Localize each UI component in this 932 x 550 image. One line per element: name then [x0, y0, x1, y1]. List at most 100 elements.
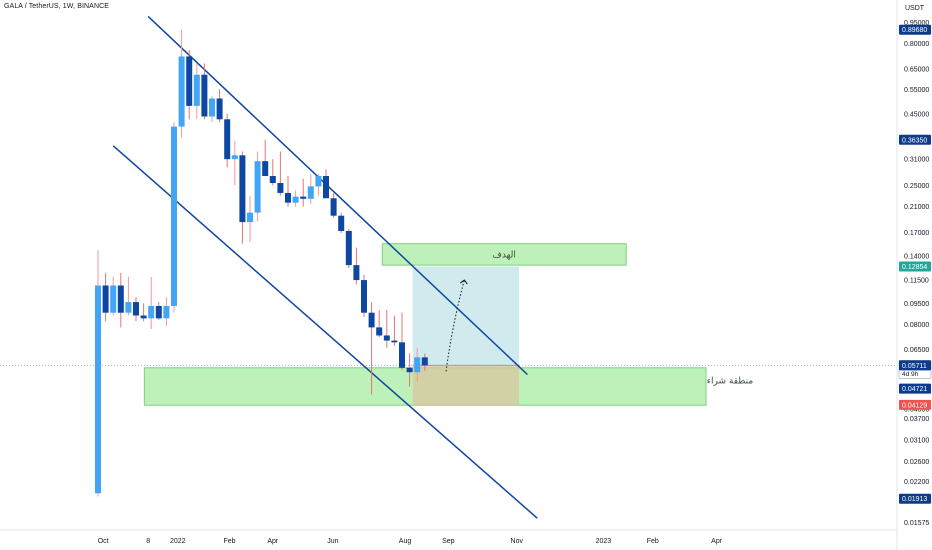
candle-body — [239, 155, 246, 223]
candle-body — [399, 342, 405, 368]
candles-layer — [95, 29, 428, 497]
price-tick-label: 0.02200 — [904, 479, 929, 486]
price-tick-label: 0.95000 — [904, 20, 929, 27]
candle — [399, 312, 405, 370]
buy-zone-label: منطقة شراء — [707, 376, 754, 386]
candle — [262, 139, 269, 177]
candle — [171, 122, 177, 313]
candle-body — [277, 182, 284, 193]
candle-body — [148, 305, 155, 319]
channel-upper — [147, 15, 528, 376]
candle — [269, 159, 276, 186]
candle-body — [292, 196, 299, 203]
candle-body — [231, 155, 238, 160]
price-badge: 0.04129 — [899, 399, 931, 410]
candle — [102, 272, 109, 322]
price-badge-text: 0.04721 — [902, 386, 927, 393]
price-badge-text: 0.05711 — [902, 363, 927, 370]
time-tick-label: Jun — [327, 538, 338, 545]
candle-body — [330, 198, 337, 216]
price-badge-bg — [899, 360, 931, 371]
candle — [383, 309, 390, 348]
price-badge-bg — [899, 261, 931, 272]
candle-body — [171, 126, 177, 306]
price-badge: 0.36350 — [899, 134, 931, 145]
candle — [315, 173, 322, 196]
candle — [353, 247, 360, 285]
candle-body — [315, 176, 322, 187]
candle — [186, 49, 193, 120]
candle — [178, 29, 185, 138]
candle — [307, 173, 314, 204]
price-tick-label: 0.25000 — [904, 183, 929, 190]
candle — [247, 195, 253, 243]
candle — [231, 140, 238, 186]
candle — [140, 303, 147, 322]
candle-body — [163, 305, 170, 319]
time-tick-label: Nov — [511, 538, 524, 545]
candle — [155, 302, 162, 320]
candle — [300, 178, 307, 207]
time-tick-label: Feb — [647, 538, 659, 545]
candle — [292, 190, 299, 207]
symbol-name[interactable]: GALA / TetherUS — [4, 3, 59, 10]
price-tick-label: 0.08000 — [904, 322, 929, 329]
time-axis[interactable]: Oct 8 2022 Feb Apr Jun Aug Sep Nov 2023 Feb Apr — [98, 538, 723, 545]
time-tick-label: Aug — [399, 538, 412, 545]
candle-body — [125, 302, 132, 313]
time-tick-label: Sep — [442, 538, 455, 545]
price-tick-label: 0.06500 — [904, 347, 929, 354]
candle — [391, 315, 398, 346]
candle — [323, 169, 329, 199]
candle-body — [247, 212, 253, 223]
time-tick-label: Apr — [711, 538, 723, 545]
trendlines-layer[interactable] — [112, 15, 538, 519]
price-tick-label: 0.02600 — [904, 459, 929, 466]
price-axis[interactable]: 0.95000 0.80000 0.65000 0.55000 0.45000 0.310… — [898, 20, 932, 527]
time-tick-label: Feb — [223, 538, 235, 545]
price-tick-label: 0.55000 — [904, 87, 929, 94]
candle-body — [117, 285, 124, 313]
zones-layer — [0, 243, 897, 406]
candle-body — [216, 98, 223, 120]
price-badge-text: 0.01913 — [902, 496, 927, 503]
candle — [163, 297, 170, 326]
candle-body — [361, 280, 367, 313]
candle — [110, 276, 117, 316]
candle-body — [269, 176, 276, 183]
price-tick-label: 0.14000 — [904, 254, 929, 261]
candle-body — [193, 74, 200, 106]
candle — [345, 228, 352, 268]
chart-header: GALA / TetherUS, 1W, BINANCE — [4, 3, 110, 10]
candle — [421, 353, 428, 371]
candle — [338, 212, 345, 234]
interval[interactable]: 1W — [62, 3, 74, 10]
candle-body — [254, 161, 261, 213]
annotations-layer: الهدف منطقة شراء — [445, 250, 754, 386]
candle — [406, 353, 413, 387]
candle — [133, 297, 139, 322]
price-badge-bg — [899, 399, 931, 410]
candle — [125, 276, 132, 316]
grid-layer — [0, 0, 898, 550]
candle-body — [110, 285, 117, 313]
time-tick-label: 2023 — [596, 538, 612, 545]
candle-body — [209, 98, 215, 117]
position-stop-area — [412, 365, 520, 405]
candle — [368, 302, 375, 395]
candle-body — [133, 302, 139, 316]
candle-body — [338, 215, 345, 231]
price-badge-bg — [899, 383, 931, 394]
candle — [148, 276, 155, 329]
price-badge-countdown: 4d 9h — [902, 371, 919, 378]
candle — [201, 63, 208, 120]
candle — [95, 250, 101, 497]
price-unit: USDT — [905, 5, 925, 12]
projection-arrow — [445, 279, 465, 372]
candle-body — [186, 56, 193, 106]
price-tick-label: 0.17000 — [904, 230, 929, 237]
price-tick-label: 0.65000 — [904, 66, 929, 73]
candle-body — [414, 357, 421, 373]
candle-body — [178, 56, 185, 127]
